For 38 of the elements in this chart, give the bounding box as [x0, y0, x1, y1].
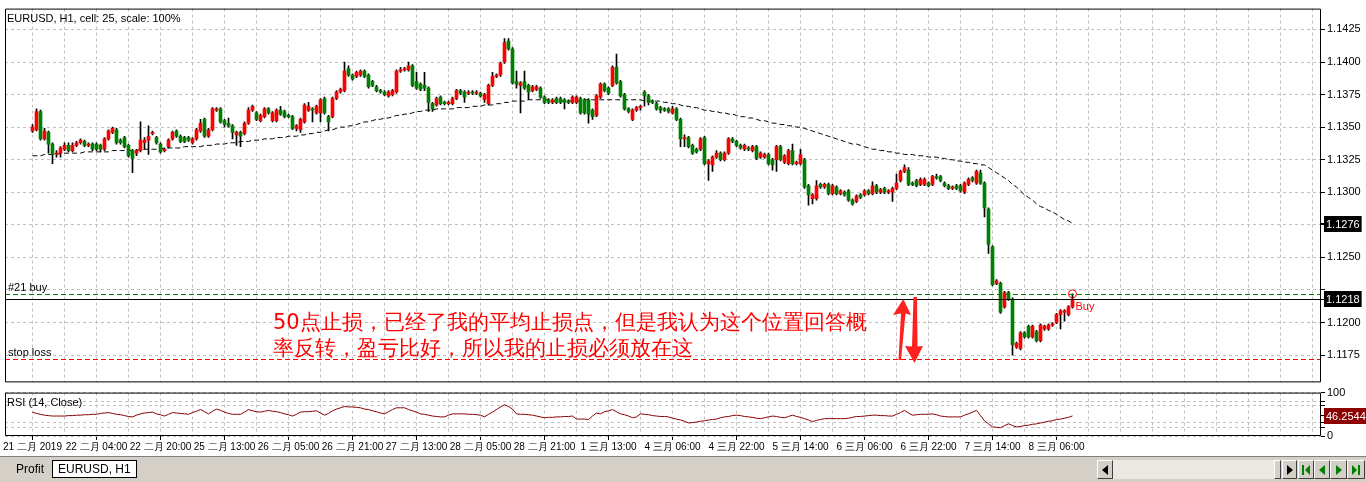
- x-tick-label: 6 三月 06:00: [836, 440, 893, 452]
- x-tick-label: 7 三月 14:00: [964, 440, 1021, 452]
- y-tick-label: 1.1300: [1327, 185, 1361, 198]
- y-tick-label: 0: [1327, 429, 1334, 442]
- x-tick-label: 21 二月 2019: [3, 440, 63, 452]
- y-tick-label: 1.1250: [1327, 250, 1361, 263]
- annotation: 50点止损，已经了我的平均止损点，但是我认为这个位置回答概率反转，盈亏比好，所以我的止损必须放在这: [273, 309, 868, 361]
- tab: EURUSD, H1: [52, 460, 137, 478]
- ref-line-label: #21 buy: [8, 281, 48, 293]
- x-tick-label: 26 二月 05:00: [257, 440, 320, 452]
- x-tick-label: 28 二月 21:00: [513, 440, 576, 452]
- y-tick-label: 1.1175: [1327, 348, 1360, 361]
- y-tick-label: 1.1375: [1327, 87, 1361, 100]
- x-tick-label: 22 二月 04:00: [65, 440, 128, 452]
- x-tick-label: 28 二月 05:00: [449, 440, 512, 452]
- y-tick-label: 100: [1327, 385, 1346, 398]
- y-tick-label: 1.1276: [1326, 217, 1360, 230]
- y-tick-label: 1.1325: [1327, 152, 1361, 165]
- x-tick-label: 26 二月 21:00: [321, 440, 384, 452]
- y-tick-label: 1.1400: [1327, 55, 1361, 68]
- y-tick-label: 1.1200: [1327, 315, 1361, 328]
- x-tick-label: 8 三月 06:00: [1028, 440, 1085, 452]
- chart-title: EURUSD, H1, cell: 25, scale: 100%: [7, 11, 181, 24]
- x-tick-label: 4 三月 06:00: [644, 440, 701, 452]
- ref-line-label: stop loss: [8, 346, 52, 358]
- x-tick-label: 22 二月 20:00: [129, 440, 192, 452]
- x-tick-label: 4 三月 22:00: [708, 440, 765, 452]
- x-tick-label: 25 二月 13:00: [193, 440, 256, 452]
- y-tick-label: 1.1218: [1326, 292, 1360, 305]
- x-tick-label: 5 三月 14:00: [772, 440, 829, 452]
- y-tick-label: 46.2544: [1326, 409, 1366, 422]
- y-tick-label: 1.1350: [1327, 120, 1361, 133]
- x-tick-label: 27 二月 13:00: [385, 440, 448, 452]
- series-label: Buy: [1075, 299, 1095, 312]
- chart-title: RSI (14, Close): [7, 395, 83, 408]
- x-tick-label: 1 三月 13:00: [580, 440, 637, 452]
- y-tick-label: 1.1425: [1327, 22, 1361, 35]
- x-tick-label: 6 三月 22:00: [900, 440, 957, 452]
